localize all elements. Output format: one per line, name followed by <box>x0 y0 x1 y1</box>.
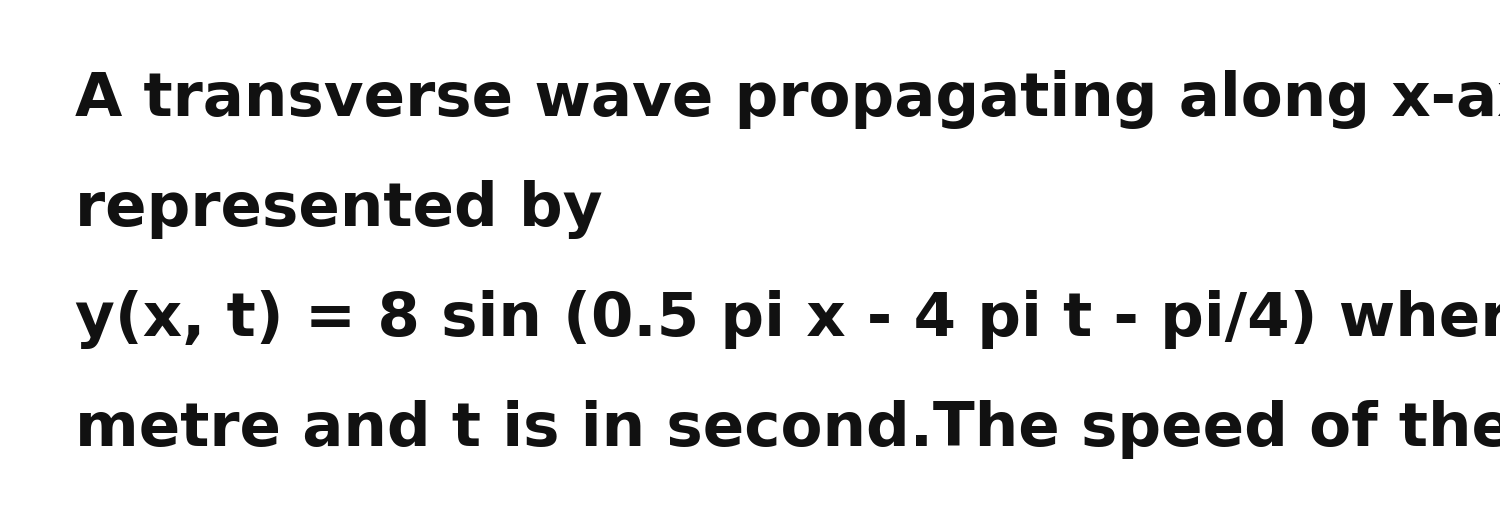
Text: represented by: represented by <box>75 180 603 239</box>
Text: A transverse wave propagating along x-axis is: A transverse wave propagating along x-ax… <box>75 70 1500 129</box>
Text: y(x, t) = 8 sin (0.5 pi x - 4 pi t - pi/4) where x is in: y(x, t) = 8 sin (0.5 pi x - 4 pi t - pi/… <box>75 290 1500 349</box>
Text: metre and t is in second.The speed of the wave is: metre and t is in second.The speed of th… <box>75 400 1500 459</box>
